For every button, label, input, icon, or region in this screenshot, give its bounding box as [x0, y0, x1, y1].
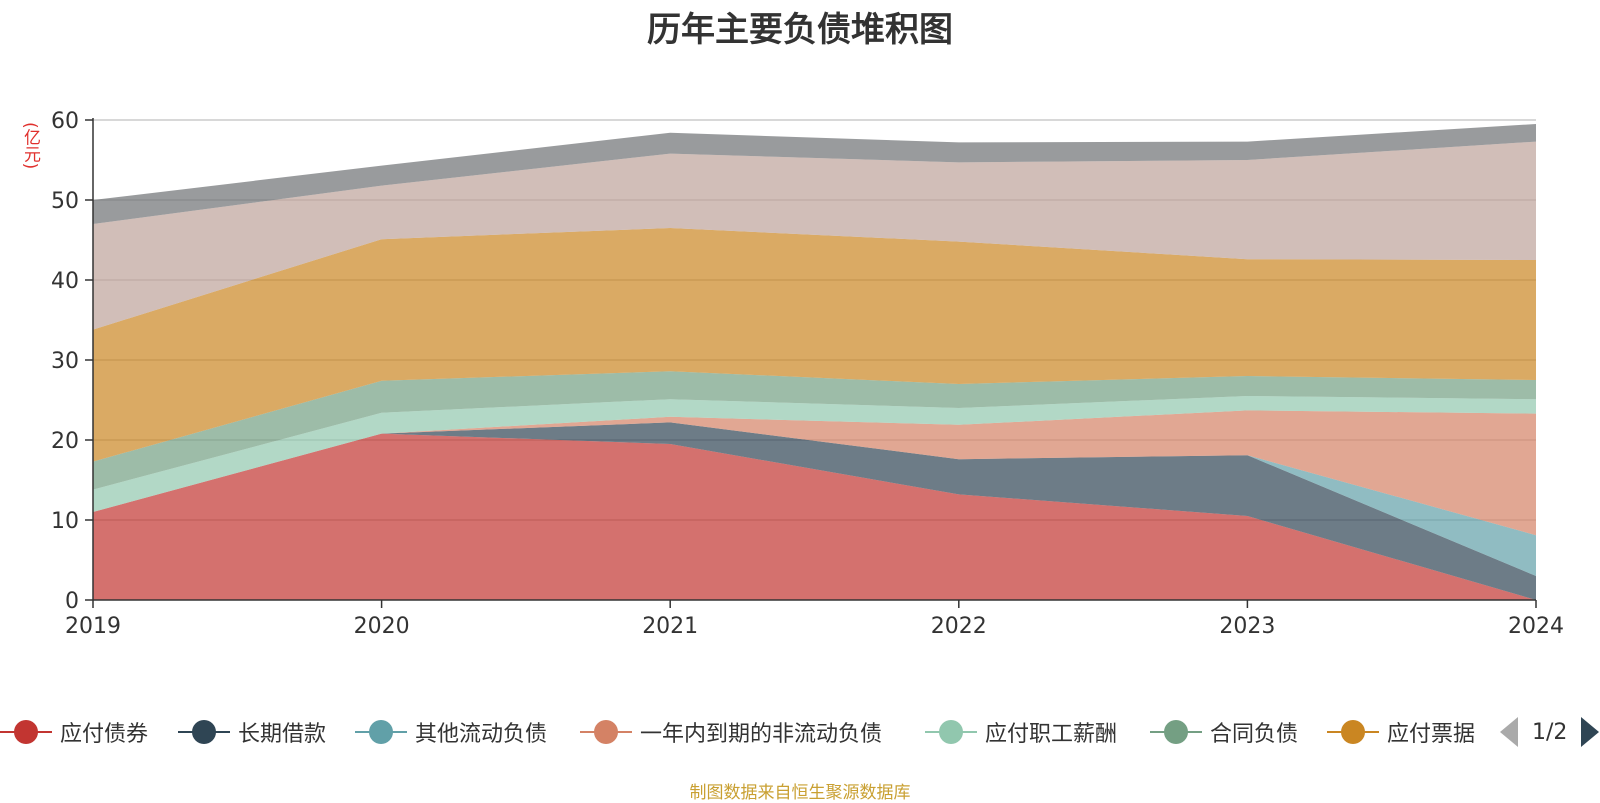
x-tick-label: 2024 — [1508, 614, 1564, 639]
legend-label: 应付职工薪酬 — [985, 722, 1118, 747]
legend-label: 一年内到期的非流动负债 — [640, 722, 883, 747]
legend-marker-icon — [0, 717, 52, 747]
legend-item[interactable]: 应付票据 — [1327, 712, 1475, 752]
chart-title: 历年主要负债堆积图 — [647, 10, 953, 50]
y-tick-label: 10 — [51, 509, 79, 534]
y-tick-label: 20 — [51, 429, 79, 454]
legend-page-indicator: 1/2 — [1532, 719, 1568, 745]
x-tick-label: 2019 — [65, 614, 121, 639]
x-tick-label: 2020 — [354, 614, 410, 639]
area-series-0 — [93, 433, 1536, 600]
legend-label: 应付债券 — [60, 722, 149, 747]
y-tick-label: 40 — [51, 269, 79, 294]
area-series-3 — [93, 410, 1536, 536]
legend: 应付债券 长期借款 其他流动负债 一年内到期的非流动负债 应付职工薪酬 合同负债 应付票据 — [0, 712, 1600, 752]
area-series-1 — [93, 422, 1536, 600]
source-note: 制图数据来自恒生聚源数据库 — [689, 783, 911, 803]
y-tick-label: 50 — [51, 189, 79, 214]
y-tick-label: 30 — [51, 349, 79, 374]
legend-marker-icon — [1327, 717, 1379, 747]
legend-prev-page-icon[interactable] — [1500, 717, 1518, 747]
x-tick-label: 2022 — [931, 614, 987, 639]
legend-label: 其他流动负债 — [415, 722, 548, 747]
legend-item[interactable]: 一年内到期的非流动负债 — [580, 712, 882, 752]
legend-item[interactable]: 应付职工薪酬 — [925, 712, 1117, 752]
legend-item[interactable]: 长期借款 — [178, 712, 326, 752]
area-series-8 — [93, 124, 1536, 224]
legend-label: 长期借款 — [238, 722, 327, 747]
area-series-6 — [93, 228, 1536, 462]
x-tick-label: 2021 — [642, 614, 698, 639]
area-series-7 — [93, 141, 1536, 330]
legend-marker-icon — [355, 717, 407, 747]
legend-marker-icon — [580, 717, 632, 747]
y-axis-unit-label: (亿元) — [20, 122, 40, 170]
area-series-5 — [93, 371, 1536, 490]
y-tick-label: 0 — [65, 589, 79, 614]
axis-layer: 0 10 20 30 40 50 60 2019 2020 2021 2022 2023 2024 — [51, 109, 1564, 639]
legend-next-page-icon[interactable] — [1581, 717, 1600, 747]
legend-item[interactable]: 其他流动负债 — [355, 712, 547, 752]
legend-marker-icon — [1150, 717, 1202, 747]
area-layer — [93, 124, 1536, 600]
legend-marker-icon — [178, 717, 230, 747]
legend-label: 应付票据 — [1387, 722, 1476, 747]
y-tick-label: 60 — [51, 109, 79, 134]
legend-pager: 1/2 — [1500, 712, 1600, 752]
legend-label: 合同负债 — [1210, 722, 1299, 747]
x-tick-label: 2023 — [1219, 614, 1275, 639]
legend-item[interactable]: 合同负债 — [1150, 712, 1298, 752]
legend-marker-icon — [925, 717, 977, 747]
legend-item[interactable]: 应付债券 — [0, 712, 148, 752]
area-series-4 — [93, 396, 1536, 512]
